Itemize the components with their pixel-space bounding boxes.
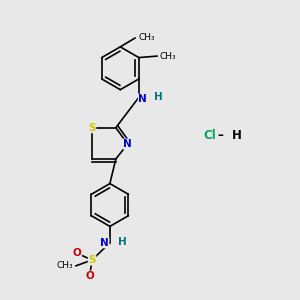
Text: H: H bbox=[118, 236, 127, 247]
Text: S: S bbox=[88, 123, 96, 133]
Text: CH₃: CH₃ bbox=[160, 52, 176, 61]
Text: N: N bbox=[138, 94, 147, 104]
Text: N: N bbox=[123, 139, 132, 149]
Text: O: O bbox=[85, 271, 94, 281]
Text: Cl: Cl bbox=[203, 129, 216, 142]
Text: –: – bbox=[217, 129, 223, 142]
Text: S: S bbox=[88, 255, 96, 265]
Text: CH₃: CH₃ bbox=[138, 33, 155, 42]
Text: N: N bbox=[100, 238, 109, 248]
Text: H: H bbox=[232, 129, 242, 142]
Text: O: O bbox=[73, 248, 82, 258]
Text: H: H bbox=[154, 92, 163, 102]
Text: CH₃: CH₃ bbox=[56, 261, 73, 270]
